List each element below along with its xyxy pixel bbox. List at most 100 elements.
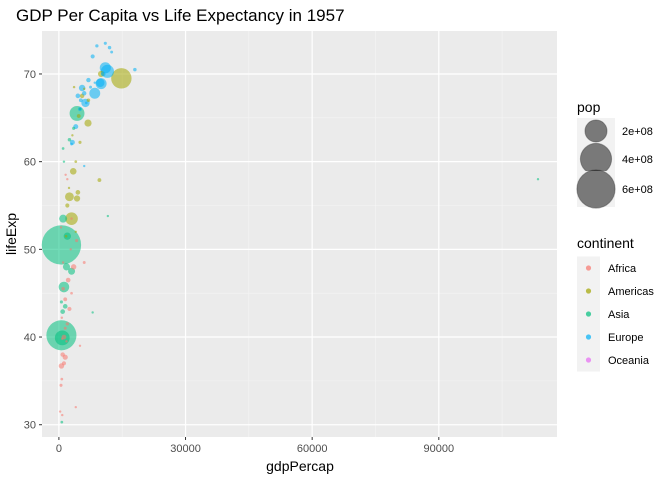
data-point — [58, 410, 62, 413]
size-legend-label: 2e+08 — [622, 126, 653, 138]
data-point — [61, 337, 64, 341]
data-point — [65, 277, 71, 283]
color-legend-title: continent — [577, 235, 634, 251]
data-point — [61, 413, 64, 417]
data-point — [83, 87, 86, 91]
data-point — [82, 91, 87, 96]
data-point — [65, 192, 74, 202]
y-tick-label: 30 — [24, 420, 36, 432]
data-point — [62, 304, 68, 309]
data-point — [91, 311, 94, 314]
y-tick-label: 70 — [24, 69, 36, 81]
size-legend: 2e+08 4e+08 6e+08 — [576, 118, 653, 209]
data-point — [69, 248, 72, 251]
data-point — [89, 87, 101, 99]
data-point — [63, 326, 67, 330]
x-tick-label: 60000 — [297, 443, 328, 455]
color-legend: Africa Americas Asia Europe Oceania — [577, 256, 654, 372]
data-point — [99, 62, 111, 74]
x-tick-label: 0 — [56, 443, 62, 455]
grid — [42, 31, 557, 437]
color-legend-label: Oceania — [608, 355, 650, 367]
data-point — [64, 234, 68, 238]
color-legend-dot — [585, 311, 592, 317]
data-point — [60, 352, 65, 357]
data-point — [71, 134, 74, 137]
data-point — [75, 190, 81, 195]
x-tick-label: 30000 — [170, 443, 201, 455]
data-point — [89, 85, 93, 89]
data-point — [70, 291, 73, 295]
color-legend-label: Europe — [608, 332, 643, 344]
color-legend-dot — [585, 288, 592, 294]
y-tick-label: 60 — [24, 157, 36, 169]
data-point — [67, 306, 72, 312]
data-point — [69, 105, 85, 121]
x-axis-ticks: 0 30000 60000 90000 — [56, 437, 454, 455]
data-point — [60, 377, 64, 381]
data-point — [72, 85, 76, 89]
x-axis-label: gdpPercap — [266, 458, 334, 474]
data-point — [82, 261, 86, 264]
data-point — [76, 114, 81, 118]
size-legend-label: 6e+08 — [622, 184, 653, 196]
color-legend-label: Africa — [608, 263, 637, 275]
data-point — [62, 160, 66, 163]
data-point — [70, 264, 77, 270]
data-point — [69, 167, 77, 175]
data-point — [75, 239, 79, 243]
data-point — [95, 44, 99, 48]
data-point — [83, 164, 86, 168]
data-points — [41, 41, 540, 424]
data-point — [61, 287, 65, 291]
size-legend-label: 4e+08 — [622, 154, 653, 166]
data-point — [78, 107, 82, 111]
data-point — [78, 140, 82, 144]
data-point — [78, 344, 82, 348]
data-point — [59, 383, 63, 387]
data-point — [65, 322, 69, 326]
data-point — [103, 41, 107, 45]
data-point — [41, 225, 82, 265]
data-point — [60, 309, 66, 314]
y-tick-label: 40 — [24, 332, 36, 344]
data-point — [110, 50, 114, 54]
data-point — [93, 81, 96, 84]
data-point — [65, 340, 68, 343]
data-point — [133, 67, 137, 72]
data-point — [84, 119, 92, 127]
data-point — [59, 214, 68, 223]
data-point — [61, 147, 65, 150]
x-tick-label: 90000 — [424, 443, 455, 455]
color-legend-dot — [585, 357, 592, 363]
color-legend-dot — [585, 265, 592, 271]
chart-title: GDP Per Capita vs Life Expectancy in 195… — [16, 6, 345, 25]
color-legend-dot — [585, 334, 592, 340]
data-point — [65, 203, 70, 208]
plot-panel — [42, 31, 557, 437]
size-legend-circle — [576, 169, 616, 209]
data-point — [111, 68, 132, 89]
data-point — [73, 195, 81, 202]
data-point — [66, 177, 69, 181]
size-legend-title: pop — [577, 99, 601, 115]
y-axis-label: lifeExp — [3, 213, 19, 255]
data-point — [74, 160, 78, 164]
data-point — [61, 361, 67, 366]
y-axis-ticks: 30 40 50 60 70 — [24, 69, 42, 432]
data-point — [90, 54, 95, 59]
data-point — [95, 78, 105, 88]
data-point — [86, 77, 91, 83]
data-point — [84, 101, 88, 105]
data-point — [78, 98, 83, 103]
data-point — [59, 226, 63, 229]
y-tick-label: 50 — [24, 244, 36, 256]
data-point — [70, 217, 73, 220]
data-point — [62, 263, 71, 271]
data-point — [67, 137, 72, 142]
data-point — [58, 281, 70, 293]
data-point — [74, 405, 77, 409]
data-point — [67, 186, 71, 190]
data-point — [63, 297, 68, 302]
